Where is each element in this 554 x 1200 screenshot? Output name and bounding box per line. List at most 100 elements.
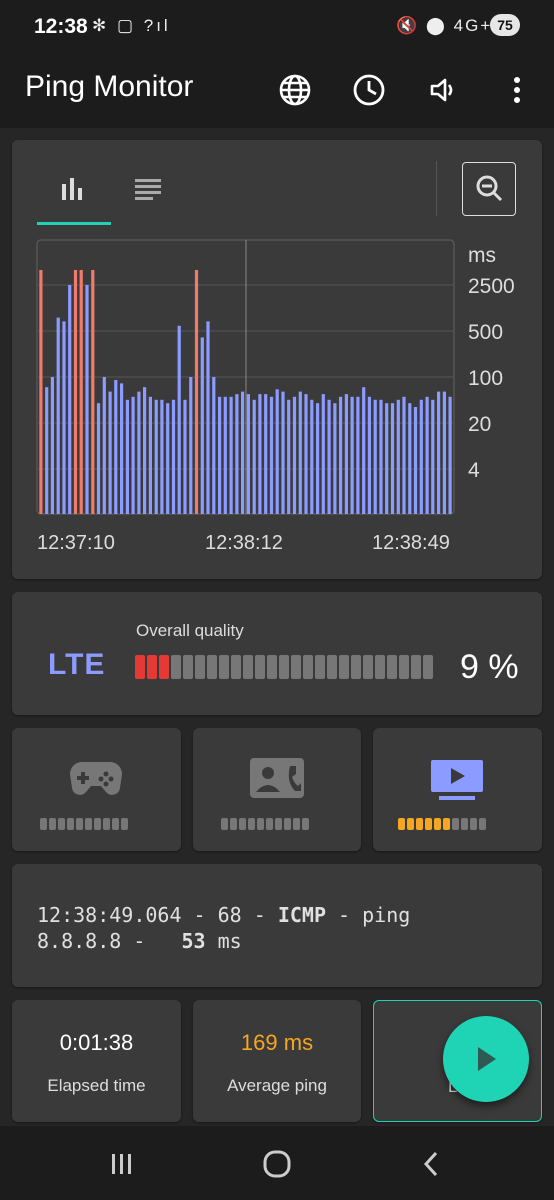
chart-bar bbox=[396, 399, 400, 514]
log-text: - ping bbox=[326, 903, 411, 927]
ping-chart[interactable] bbox=[0, 230, 554, 530]
quality-dot bbox=[266, 818, 273, 830]
chart-bar bbox=[166, 403, 170, 514]
chart-bar bbox=[125, 399, 129, 514]
quality-dot bbox=[416, 818, 423, 830]
quality-segment bbox=[315, 655, 325, 679]
quality-segment bbox=[243, 655, 253, 679]
log-protocol: ICMP bbox=[277, 903, 326, 927]
chart-bar bbox=[264, 394, 268, 514]
chart-bar bbox=[362, 387, 366, 514]
chart-bar bbox=[102, 377, 106, 514]
quality-segment bbox=[363, 655, 373, 679]
gaming-card[interactable] bbox=[12, 728, 181, 851]
zoom-out-button[interactable] bbox=[462, 162, 516, 216]
quality-segment bbox=[423, 655, 433, 679]
log-text: ms bbox=[205, 929, 242, 953]
chart-bar bbox=[419, 399, 423, 514]
chart-bar bbox=[379, 399, 383, 514]
quality-segment bbox=[135, 655, 145, 679]
chart-bar bbox=[137, 391, 141, 514]
quality-segment bbox=[159, 655, 169, 679]
quality-label: Overall quality bbox=[136, 621, 244, 640]
chart-bar bbox=[235, 394, 239, 514]
x-tick-label: 12:38:49 bbox=[372, 532, 450, 554]
quality-segment bbox=[147, 655, 157, 679]
chart-bar bbox=[252, 399, 256, 514]
chart-bar bbox=[212, 377, 216, 514]
start-button[interactable] bbox=[443, 1016, 529, 1102]
quality-dot bbox=[221, 818, 228, 830]
quality-segment bbox=[279, 655, 289, 679]
quality-segment bbox=[351, 655, 361, 679]
quality-segment bbox=[291, 655, 301, 679]
home-icon[interactable] bbox=[259, 1146, 295, 1187]
quality-dot bbox=[121, 818, 128, 830]
chart-bar bbox=[50, 377, 54, 514]
more-vert-icon[interactable] bbox=[495, 68, 539, 112]
quality-dot bbox=[58, 818, 65, 830]
quality-dot bbox=[407, 818, 414, 830]
chart-bar-lost bbox=[194, 270, 199, 514]
quality-bar bbox=[135, 655, 433, 679]
app-bar: Ping Monitor bbox=[0, 56, 554, 128]
chart-bar bbox=[367, 396, 371, 514]
recents-icon[interactable] bbox=[104, 1146, 140, 1187]
y-tick-label: 20 bbox=[468, 413, 492, 436]
chart-bar bbox=[408, 403, 412, 514]
chart-bar bbox=[350, 396, 354, 514]
chart-bar bbox=[413, 407, 418, 514]
chart-bar bbox=[183, 399, 187, 514]
gamepad-icon bbox=[68, 756, 124, 805]
speaker-icon[interactable] bbox=[421, 68, 465, 112]
chart-bar bbox=[131, 396, 135, 514]
y-tick-label: 100 bbox=[468, 367, 504, 390]
chart-bar bbox=[385, 403, 389, 514]
chart-bar bbox=[373, 399, 377, 514]
quality-dot bbox=[112, 818, 119, 830]
quality-dot bbox=[302, 818, 309, 830]
log-text: 8.8.8.8 - bbox=[37, 929, 182, 953]
chart-bar bbox=[96, 403, 101, 514]
gaming-quality-bar bbox=[40, 818, 128, 830]
quality-dot bbox=[94, 818, 101, 830]
chart-bar bbox=[120, 383, 124, 514]
status-left-icons: ✻ ▢ ?ıl bbox=[92, 16, 171, 35]
quality-dot bbox=[398, 818, 405, 830]
x-tick-label: 12:37:10 bbox=[37, 532, 115, 554]
quality-dot bbox=[293, 818, 300, 830]
log-card bbox=[12, 864, 542, 987]
zoom-out-icon bbox=[476, 175, 503, 202]
list-tab[interactable] bbox=[128, 170, 168, 210]
clock-icon[interactable] bbox=[347, 68, 391, 112]
video-call-quality-bar bbox=[221, 818, 309, 830]
quality-segment bbox=[267, 655, 277, 679]
globe-icon[interactable] bbox=[273, 68, 317, 112]
chart-bar bbox=[45, 387, 49, 514]
quality-segment bbox=[399, 655, 409, 679]
average-card: 169 ms Average ping bbox=[193, 1000, 361, 1122]
quality-percent: 9 % bbox=[460, 648, 519, 686]
quality-dot bbox=[40, 818, 47, 830]
quality-dot bbox=[425, 818, 432, 830]
chart-bar bbox=[402, 396, 406, 514]
y-axis-label: ms bbox=[468, 244, 496, 267]
quality-dot bbox=[434, 818, 441, 830]
quality-dot bbox=[461, 818, 468, 830]
chart-bar bbox=[298, 391, 302, 514]
average-value: 169 ms bbox=[240, 1030, 314, 1055]
quality-dot bbox=[452, 818, 459, 830]
chart-bar bbox=[448, 396, 452, 514]
quality-dot bbox=[85, 818, 92, 830]
chart-bar bbox=[258, 394, 262, 514]
chart-tab[interactable] bbox=[54, 170, 94, 210]
quality-segment bbox=[195, 655, 205, 679]
chart-bar-lost bbox=[91, 270, 95, 514]
back-icon[interactable] bbox=[414, 1146, 450, 1187]
chart-bars bbox=[39, 270, 452, 514]
chart-bar bbox=[246, 394, 250, 514]
chart-bar bbox=[425, 396, 429, 514]
chart-bar bbox=[437, 391, 441, 514]
elapsed-label: Elapsed time bbox=[47, 1076, 146, 1095]
quality-segment bbox=[171, 655, 181, 679]
